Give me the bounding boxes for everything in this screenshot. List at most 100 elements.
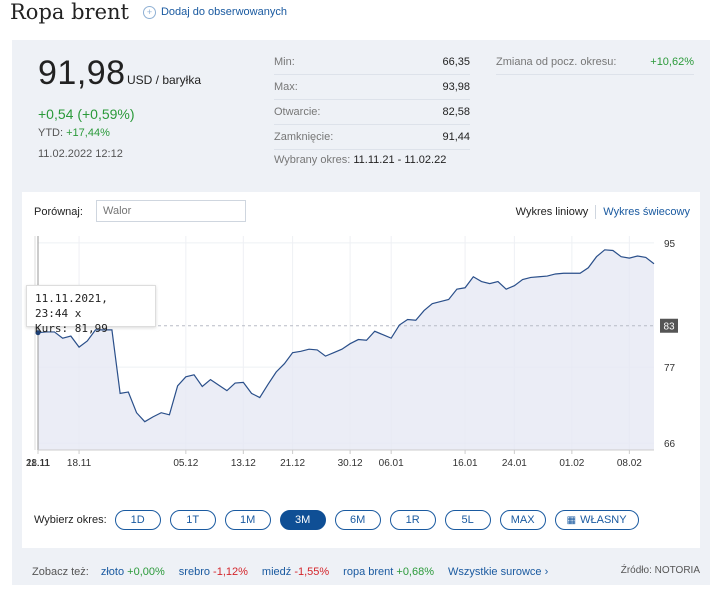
price-change: +0,54 (+0,59%) xyxy=(38,106,135,122)
x-tick-label: 13.12 xyxy=(231,458,256,469)
x-tick-label: 24.01 xyxy=(502,458,527,469)
ytd-change: YTD: +17,44% xyxy=(38,127,110,139)
compare-label: Porównaj: xyxy=(34,206,83,218)
page-title: Ropa brent xyxy=(10,0,129,24)
x-tick-label: 28.11 xyxy=(26,458,51,469)
period-button-label: 1T xyxy=(186,514,200,526)
chart-tooltip: 11.11.2021, 23:44 x Kurs: 81,99 xyxy=(26,285,156,335)
stat-close: Zamknięcie: 91,44 xyxy=(274,125,470,150)
price-line xyxy=(37,249,655,423)
period-button-label: 1R xyxy=(405,514,420,526)
link-change: -1,55% xyxy=(294,566,330,578)
period-5l-button[interactable]: 5L xyxy=(444,510,491,530)
stat-max: Max: 93,98 xyxy=(274,75,470,100)
period-1d-button[interactable]: 1D xyxy=(114,510,161,530)
compare-input[interactable] xyxy=(96,200,246,222)
y-tick-label: 66 xyxy=(664,439,676,450)
x-tick-label: 21.12 xyxy=(280,458,305,469)
since-start-value: +10,62% xyxy=(650,56,694,68)
divider xyxy=(595,205,597,219)
see-also-brent-link[interactable]: ropa brent +0,68% xyxy=(343,566,434,578)
period-button-label: 1D xyxy=(130,514,145,526)
link-name: srebro xyxy=(178,566,210,578)
stats-table: Min: 66,35 Max: 93,98 Otwarcie: 82,58 Zamkn… xyxy=(274,50,470,150)
period-button-label: 6M xyxy=(350,514,366,526)
tooltip-date: 11.11.2021, 23:44 x xyxy=(35,292,108,320)
period-1m-button[interactable]: 1M xyxy=(224,510,271,530)
data-source: Źródło: NOTORIA xyxy=(620,565,700,576)
period-button-label: MAX xyxy=(510,514,535,526)
all-commodities-link[interactable]: Wszystkie surowce › xyxy=(448,566,549,578)
period-1r-button[interactable]: 1R xyxy=(389,510,436,530)
stat-label: Min: xyxy=(274,56,295,68)
price-unit: USD / baryłka xyxy=(127,73,202,87)
y-tick-label: 95 xyxy=(664,239,676,250)
see-also-label: Zobacz też: xyxy=(32,566,89,578)
chart-type-switch: Wykres liniowy Wykres świecowy xyxy=(516,205,690,219)
quote-panel: 91,98 USD / baryłka +0,54 (+0,59%) YTD: … xyxy=(12,40,710,585)
tooltip-rate: Kurs: 81,99 xyxy=(35,322,108,335)
period-6m-button[interactable]: 6M xyxy=(334,510,381,530)
period-3m-button[interactable]: 3M xyxy=(279,510,326,530)
x-tick-label: 11.11 xyxy=(26,458,50,469)
see-also-copper-link[interactable]: miedź -1,55% xyxy=(262,566,329,578)
price-chart[interactable]: 11.11 18.11 28.11 05.12 13.12 21.12 30.12 06.01… xyxy=(22,228,700,508)
link-change: -1,12% xyxy=(213,566,248,578)
link-name: złoto xyxy=(100,566,125,578)
y-tick-label: 77 xyxy=(664,363,676,374)
quote-datetime: 11.02.2022 12:12 xyxy=(38,148,123,160)
ytd-label: YTD: xyxy=(38,127,64,139)
price-value: 91,98 xyxy=(38,54,126,92)
period-button-label: 5L xyxy=(461,514,474,526)
period-button-label: WŁASNY xyxy=(580,514,627,526)
period-button-label: 3M xyxy=(295,514,311,526)
period-button-label: 1M xyxy=(240,514,256,526)
see-also-gold-link[interactable]: złoto +0,00% xyxy=(101,566,165,578)
current-value-box xyxy=(660,318,678,333)
link-name: miedź xyxy=(261,566,292,578)
calendar-icon: ▦ xyxy=(566,514,577,526)
stat-value: 91,44 xyxy=(442,131,470,143)
stat-value: 82,58 xyxy=(442,106,470,118)
stat-min: Min: 66,35 xyxy=(274,50,470,75)
ytd-value: +17,44% xyxy=(66,127,110,139)
link-change: +0,00% xyxy=(127,566,165,578)
stat-value: 93,98 xyxy=(442,81,470,93)
x-tick-label: 05.12 xyxy=(173,458,198,469)
current-value-label: 83 xyxy=(663,322,675,333)
period-label: Wybrany okres: xyxy=(274,154,351,166)
x-tick-label: 16.01 xyxy=(453,458,478,469)
since-start-label: Zmiana od pocz. okresu: xyxy=(496,56,617,68)
x-tick-label: 06.01 xyxy=(379,458,404,469)
x-tick-label: 30.12 xyxy=(338,458,363,469)
stat-label: Otwarcie: xyxy=(274,106,321,118)
stat-value: 66,35 xyxy=(442,56,470,68)
see-also-bar: Zobacz też: złoto +0,00% srebro -1,12% m… xyxy=(12,560,710,584)
candle-chart-option[interactable]: Wykres świecowy xyxy=(603,206,690,218)
x-tick-label: 08.02 xyxy=(617,458,642,469)
stat-label: Max: xyxy=(274,81,298,93)
period-selector-label: Wybierz okres: xyxy=(34,514,107,526)
period-max-button[interactable]: MAX xyxy=(499,510,546,530)
stat-label: Zamknięcie: xyxy=(274,131,334,143)
x-tick-label: 18.11 xyxy=(67,458,92,469)
period-1t-button[interactable]: 1T xyxy=(169,510,216,530)
plus-icon: + xyxy=(142,5,156,19)
period-selector: Wybierz okres: 1D 1T 1M 3M 6M 1R 5L MAX … xyxy=(34,510,648,530)
period-custom-button[interactable]: ▦ WŁASNY xyxy=(554,510,639,530)
price-summary: 91,98 USD / baryłka +0,54 (+0,59%) YTD: … xyxy=(24,40,264,180)
cursor-point xyxy=(35,330,41,336)
page-header: Ropa brent + Dodaj do obserwowanych xyxy=(10,0,287,24)
line-chart-option[interactable]: Wykres liniowy xyxy=(515,206,589,218)
chart-card: Porównaj: Wykres liniowy Wykres świecowy… xyxy=(22,192,700,548)
price-area xyxy=(38,249,654,450)
watch-label: Dodaj do obserwowanych xyxy=(160,6,287,18)
x-tick-label: 01.02 xyxy=(559,458,584,469)
period-value: 11.11.21 - 11.02.22 xyxy=(353,154,447,166)
change-since-start: Zmiana od pocz. okresu: +10,62% xyxy=(496,50,694,75)
stat-open: Otwarcie: 82,58 xyxy=(274,100,470,125)
add-to-watchlist-button[interactable]: + Dodaj do obserwowanych xyxy=(142,5,287,19)
selected-period: Wybrany okres: 11.11.21 - 11.02.22 xyxy=(274,154,446,166)
see-also-silver-link[interactable]: srebro -1,12% xyxy=(179,566,248,578)
link-change: +0,68% xyxy=(396,566,435,578)
